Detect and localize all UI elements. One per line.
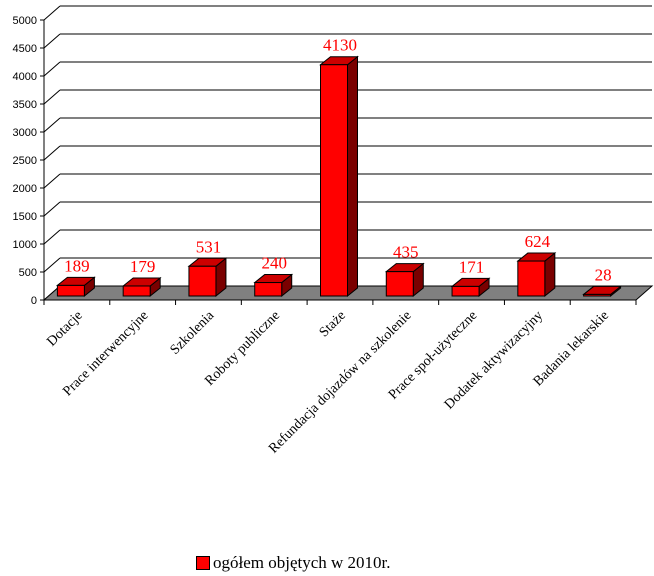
legend: ogółem objętych w 2010r. xyxy=(196,552,391,574)
bar-front xyxy=(517,260,546,297)
bar xyxy=(384,262,425,298)
bar xyxy=(55,276,96,298)
bar-front xyxy=(254,282,283,297)
bar xyxy=(582,285,623,298)
bar xyxy=(516,252,557,298)
y-tick-label: 3500 xyxy=(13,99,37,111)
wall-gridline xyxy=(43,229,61,245)
y-tick-label: 1500 xyxy=(13,211,37,223)
category-label: Dotacje xyxy=(44,308,85,349)
y-tick-label: 500 xyxy=(19,267,37,279)
y-tick-label: 3000 xyxy=(13,127,37,139)
bar-front xyxy=(583,293,612,297)
data-label: 28 xyxy=(595,265,612,284)
bar-front xyxy=(451,285,480,297)
category-label: Szkolenia xyxy=(168,308,218,358)
data-label: 531 xyxy=(196,237,222,256)
wall-gridline xyxy=(43,145,61,161)
wall-gridline xyxy=(43,201,61,217)
bar-front xyxy=(56,284,85,297)
y-tick-label: 2500 xyxy=(13,155,37,167)
y-tick-label: 2000 xyxy=(13,183,37,195)
bar xyxy=(187,257,228,298)
bar-front xyxy=(122,285,151,297)
bar-front xyxy=(385,271,414,297)
y-tick-label: 4000 xyxy=(13,71,37,83)
data-label: 240 xyxy=(261,254,287,273)
wall-gridline xyxy=(43,173,61,189)
wall-gridline xyxy=(43,33,61,49)
wall-gridline xyxy=(43,89,61,105)
category-label: Staże xyxy=(317,308,349,340)
bar xyxy=(121,276,162,298)
category-label: Refundacja dojazdów na szkolenie xyxy=(266,308,414,456)
bar-front xyxy=(188,265,217,297)
bar xyxy=(319,55,359,298)
data-label: 189 xyxy=(64,256,90,275)
data-label: 171 xyxy=(459,257,485,276)
data-label: 179 xyxy=(130,257,156,276)
y-tick-label: 5000 xyxy=(13,15,37,27)
wall-gridline xyxy=(43,117,61,133)
data-label: 624 xyxy=(525,232,551,251)
data-label: 4130 xyxy=(323,36,357,55)
bar xyxy=(253,273,294,298)
legend-label: ogółem objętych w 2010r. xyxy=(213,553,391,572)
bar-side xyxy=(347,55,358,298)
legend-swatch xyxy=(196,556,210,570)
wall-gridline xyxy=(43,257,61,273)
wall-gridline xyxy=(43,61,61,77)
y-tick-label: 4500 xyxy=(13,43,37,55)
wall-gridline xyxy=(43,5,61,21)
data-label: 435 xyxy=(393,243,419,262)
y-tick-label: 1000 xyxy=(13,239,37,251)
y-tick-label: 0 xyxy=(31,295,37,307)
bar xyxy=(450,277,491,298)
bar-front xyxy=(320,64,348,297)
